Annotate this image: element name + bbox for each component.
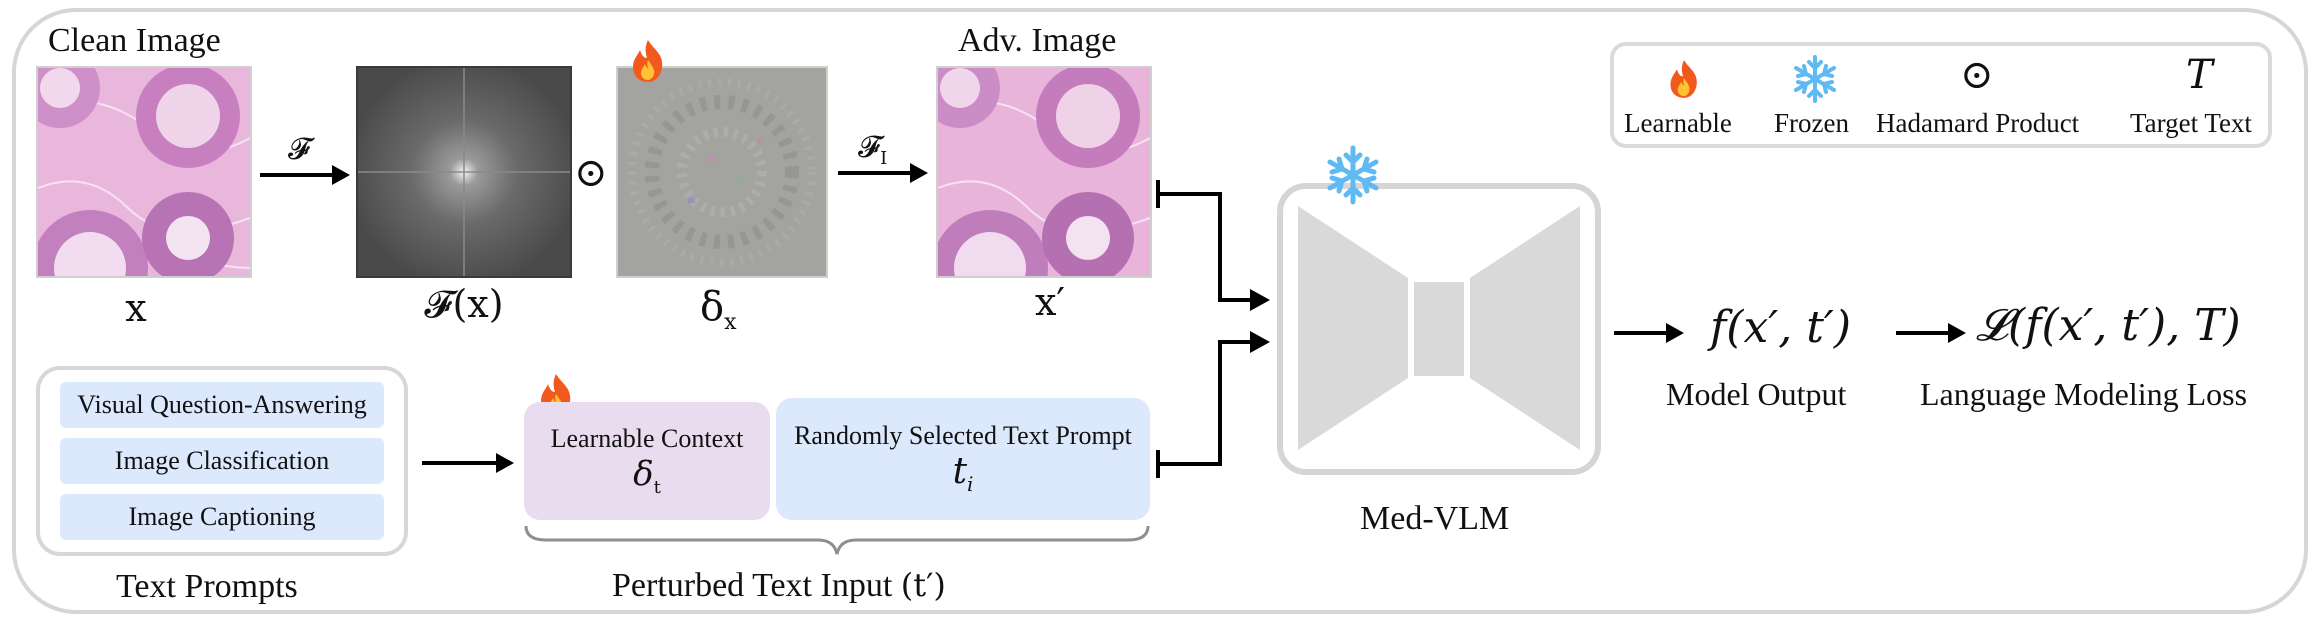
clean-image <box>36 66 252 278</box>
random-prompt-box: Randomly Selected Text Prompt ti <box>776 398 1150 520</box>
perturbed-input-brace <box>524 525 1150 555</box>
loss-label: Language Modeling Loss <box>1920 376 2248 412</box>
med-vlm-label: Med-VLM <box>1360 500 1510 537</box>
text-prompts-label: Text Prompts <box>116 568 298 605</box>
random-prompt-label: Randomly Selected Text Prompt <box>794 421 1132 451</box>
fourier-operator: 𝓕 <box>288 132 311 167</box>
x-prime-symbol: x′ <box>1034 280 1066 324</box>
arrow-fourier <box>260 165 350 185</box>
legend-box: Learnable Frozen ⊙ Hadamard Product T Ta… <box>1610 42 2272 148</box>
perturbation-image <box>616 66 828 278</box>
adversarial-image <box>936 66 1152 278</box>
legend-fire-icon <box>1670 60 1697 98</box>
fire-icon <box>633 40 663 82</box>
t-i-symbol: ti <box>952 451 974 497</box>
legend-learnable-label: Learnable <box>1624 108 1732 138</box>
legend-snowflake-icon <box>1794 55 1836 103</box>
delta-x-symbol: δx <box>700 284 737 335</box>
loss-expression: 𝓛(f(x′, t′), T) <box>1976 300 2241 351</box>
hadamard-symbol: ⊙ <box>574 150 608 196</box>
arrow-to-output <box>1614 323 1684 343</box>
delta-t-symbol: δt <box>633 454 661 498</box>
fx-symbol: 𝓕(x) <box>424 282 504 326</box>
outer-frame <box>12 8 2308 614</box>
prompt-item-captioning: Image Captioning <box>60 494 384 540</box>
prompt-item-classification: Image Classification <box>60 438 384 484</box>
model-output-expression: f(x′, t′) <box>1710 302 1852 353</box>
prompt-item-vqa: Visual Question-Answering <box>60 382 384 428</box>
legend-hadamard-label: Hadamard Product <box>1876 108 2080 138</box>
x-symbol: x <box>125 286 147 330</box>
inverse-fourier-operator: 𝓕I <box>858 130 888 169</box>
text-prompts-box: Visual Question-Answering Image Classifi… <box>36 366 408 556</box>
med-vlm-model <box>1277 183 1601 475</box>
arrow-prompts-to-input <box>422 453 514 473</box>
arrow-inverse-fourier <box>838 163 928 183</box>
legend-target-text-label: Target Text <box>2130 108 2252 138</box>
model-output-label: Model Output <box>1666 376 1847 412</box>
legend-hadamard-icon: ⊙ <box>1960 52 1994 98</box>
clean-image-title: Clean Image <box>48 22 221 59</box>
snowflake-icon <box>1327 145 1379 205</box>
connector-arrows <box>1156 180 1270 478</box>
legend-frozen-label: Frozen <box>1774 108 1849 138</box>
learnable-context-label: Learnable Context <box>550 424 744 454</box>
adv-image-title: Adv. Image <box>958 22 1117 59</box>
perturbed-text-input-label: Perturbed Text Input (t′) <box>612 566 946 604</box>
arrow-to-loss <box>1896 323 1966 343</box>
fourier-spectrum-image <box>356 66 572 278</box>
learnable-context-box: Learnable Context δt <box>524 402 770 520</box>
legend-target-text-icon: T <box>2186 52 2213 98</box>
